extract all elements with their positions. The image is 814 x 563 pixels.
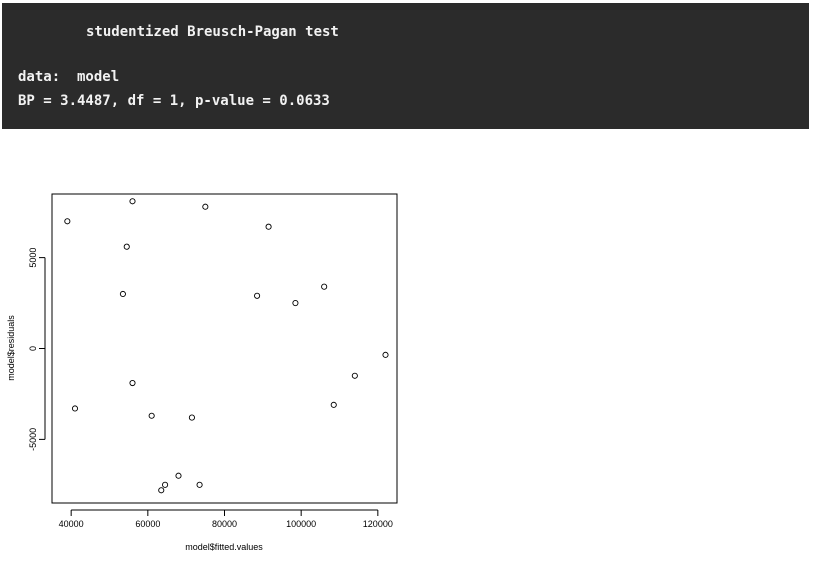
data-point — [351, 372, 358, 379]
y-tick-label: 0 — [28, 346, 38, 351]
x-axis-label: model$fitted.values — [185, 542, 263, 552]
x-tick-label: 100000 — [286, 519, 316, 529]
x-axis: 40000 60000 80000 100000 120000 — [59, 509, 393, 529]
data-point — [71, 405, 79, 412]
data-point — [162, 481, 169, 488]
data-point — [175, 472, 182, 479]
data-point — [119, 290, 126, 298]
data-point — [158, 487, 165, 494]
y-tick-label: 5000 — [28, 248, 38, 268]
data-points — [64, 198, 389, 494]
data-point — [196, 481, 203, 488]
residual-scatter-plot: 40000 60000 80000 100000 120000 -5000 0 5000 m… — [6, 193, 398, 552]
data-point — [129, 379, 136, 387]
x-tick-label: 80000 — [212, 519, 237, 529]
plot-frame — [51, 193, 398, 504]
data-point — [188, 414, 195, 421]
y-axis: -5000 0 5000 — [28, 248, 46, 451]
data-point — [123, 243, 130, 250]
data-point — [148, 412, 155, 419]
data-point — [265, 223, 272, 230]
test-title-line: studentized Breusch-Pagan test — [86, 24, 339, 40]
result-line: BP = 3.4487, df = 1, p-value = 0.0633 — [18, 93, 330, 109]
x-tick-label: 120000 — [363, 519, 393, 529]
data-point — [292, 300, 299, 307]
data-line: data: model — [18, 69, 120, 85]
y-axis-label: model$residuals — [6, 315, 16, 381]
x-tick-label: 60000 — [135, 519, 160, 529]
data-point — [330, 401, 337, 408]
data-point — [254, 292, 261, 299]
data-point — [382, 351, 389, 358]
data-point — [129, 198, 136, 205]
data-point — [202, 203, 209, 210]
y-tick-label: -5000 — [28, 428, 38, 451]
x-tick-label: 40000 — [59, 519, 84, 529]
console-output: studentized Breusch-Pagan test data: mod… — [2, 3, 809, 129]
data-point — [321, 283, 328, 290]
data-point — [64, 218, 71, 225]
